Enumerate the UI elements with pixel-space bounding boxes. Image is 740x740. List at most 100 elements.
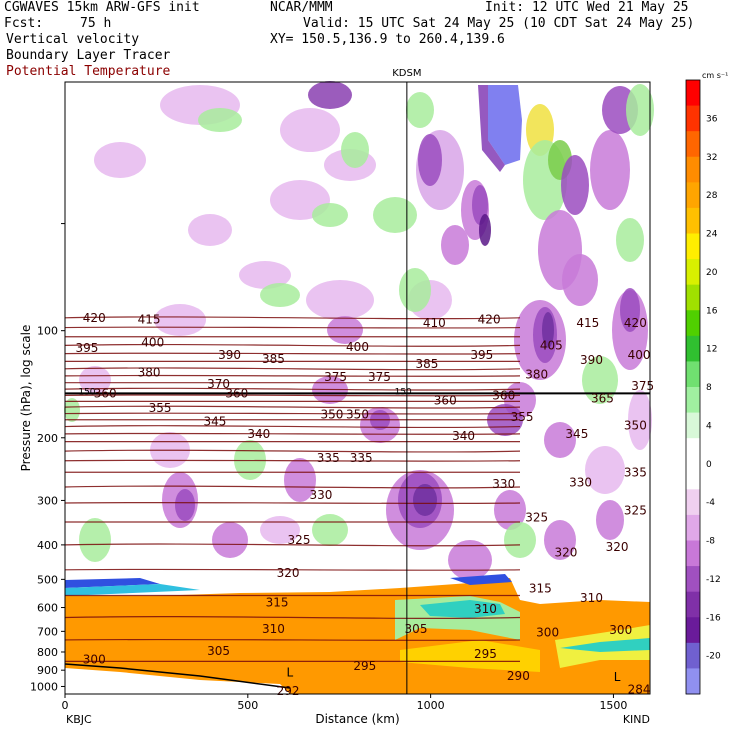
init-time: Init: 12 UTC Wed 21 May 25	[485, 0, 689, 15]
theta-label-18: 375	[324, 370, 347, 384]
colorbar-cell-17	[686, 514, 700, 541]
theta-label-32: 345	[203, 415, 226, 429]
colorbar-cell-5	[686, 207, 700, 234]
terrain-surface	[65, 668, 290, 694]
x-right-station: KIND	[623, 713, 650, 726]
theta-label-51: 310	[474, 602, 497, 616]
theta-label-7: 400	[141, 336, 164, 350]
plot-frame	[64, 81, 651, 695]
theta-label-49: 315	[529, 581, 552, 595]
y-tick-label-4: 500	[37, 573, 58, 586]
theta-label-4: 415	[576, 316, 599, 330]
theta-label-62: 284	[628, 683, 651, 697]
colorbar-cell-18	[686, 540, 700, 567]
colorbar-cell-15	[686, 463, 700, 490]
x-tick-label-1: 500	[237, 699, 258, 712]
theta-label-44: 325	[624, 503, 647, 517]
theta-label-41: 330	[569, 475, 592, 489]
theta-label-2: 410	[423, 316, 446, 330]
theta-label-40: 330	[492, 477, 515, 491]
theta-label-42: 325	[288, 533, 311, 547]
theta-label-8: 390	[218, 348, 241, 362]
model-title: CGWAVES 15km ARW-GFS init	[4, 0, 200, 15]
theta-label-19: 375	[368, 370, 391, 384]
y-tick-label-5: 600	[37, 602, 58, 615]
theta-label-25: 360	[492, 388, 515, 402]
colorbar-cell-0	[686, 80, 700, 107]
forecast-value: 75 h	[80, 16, 112, 31]
x-left-station: KBJC	[66, 713, 92, 726]
colorbar-label-13: -16	[706, 613, 721, 623]
theta-label-59: 295	[474, 647, 497, 661]
theta-label-56: 305	[207, 644, 230, 658]
theta-label-10: 400	[346, 340, 369, 354]
theta-label-26: 365	[591, 391, 614, 405]
y-tick-label-3: 400	[37, 539, 58, 552]
colorbar-cell-12	[686, 387, 700, 414]
colorbar-cell-11	[686, 361, 700, 388]
colorbar-cell-9	[686, 310, 700, 337]
theta-label-37: 335	[350, 451, 373, 465]
y-tick-label-1: 200	[37, 432, 58, 445]
colorbar-cell-1	[686, 105, 700, 132]
colorbar-cell-8	[686, 284, 700, 311]
theta-label-36: 335	[317, 451, 340, 465]
theta-label-23: 360	[225, 386, 248, 400]
colorbar-label-2: 28	[706, 191, 718, 201]
theta-label-31: 350	[624, 419, 647, 433]
colorbar-cell-23	[686, 668, 700, 695]
theta-label-27: 355	[149, 401, 172, 415]
colorbar-cell-4	[686, 182, 700, 209]
theta-label-28: 350	[320, 407, 343, 421]
x-tick-label-3: 1500	[599, 699, 627, 712]
colorbar-label-9: 0	[706, 460, 712, 470]
colorbar-frame	[685, 79, 701, 695]
valid-time: Valid: 15 UTC Sat 24 May 25 (10 CDT Sat …	[303, 16, 695, 31]
theta-label-22: 360	[94, 386, 117, 400]
theta-label-11: 385	[416, 357, 439, 371]
colorbar-label-12: -12	[706, 575, 721, 585]
y-tick-label-7: 800	[37, 646, 58, 659]
theta-label-3: 420	[478, 312, 501, 326]
y-tick-label-6: 700	[37, 625, 58, 638]
theta-label-61: 292	[277, 684, 300, 698]
theta-label-54: 300	[536, 625, 559, 639]
colorbar-label-6: 12	[706, 345, 717, 355]
theta-label-43: 325	[525, 510, 548, 524]
theta-label-53: 305	[405, 622, 428, 636]
theta-label-60: 290	[507, 669, 530, 683]
theta-label-20: 380	[525, 368, 548, 382]
potential-temperature-contours	[64, 316, 521, 662]
colorbar-cell-20	[686, 591, 700, 618]
colorbar-cell-19	[686, 566, 700, 593]
field-potential-temperature: Potential Temperature	[6, 64, 171, 79]
x-axis-label: Distance (km)	[315, 712, 399, 726]
low-marker-0: L	[287, 666, 294, 680]
theta-label-16: 380	[138, 365, 161, 379]
forecast-label: Fcst:	[4, 16, 44, 31]
theta-label-12: 395	[470, 348, 493, 362]
colorbar-cell-14	[686, 438, 700, 465]
tropopause-label-1: 150	[395, 387, 412, 397]
theta-label-9: 385	[262, 352, 285, 366]
colorbar-label-7: 8	[706, 383, 712, 393]
theta-label-58: 295	[353, 659, 376, 673]
theta-label-15: 400	[628, 348, 651, 362]
theta-label-50: 310	[580, 591, 603, 605]
station-marker-label: KDSM	[392, 68, 421, 79]
low-marker-1: L	[614, 670, 621, 684]
colorbar-cell-16	[686, 489, 700, 516]
theta-label-45: 320	[277, 566, 300, 580]
field-boundary-layer-tracer: Boundary Layer Tracer	[6, 48, 171, 63]
y-tick-label-0: 100	[37, 325, 58, 338]
theta-label-21: 375	[631, 379, 654, 393]
field-vertical-velocity: Vertical velocity	[6, 32, 140, 47]
colorbar-cell-2	[686, 131, 700, 158]
theta-label-46: 320	[554, 545, 577, 559]
colorbar-cell-3	[686, 156, 700, 183]
colorbar-label-4: 20	[706, 268, 718, 278]
theta-label-35: 345	[565, 427, 588, 441]
theta-label-33: 340	[247, 427, 270, 441]
colorbar-label-5: 16	[706, 306, 718, 316]
colorbar	[686, 80, 700, 695]
